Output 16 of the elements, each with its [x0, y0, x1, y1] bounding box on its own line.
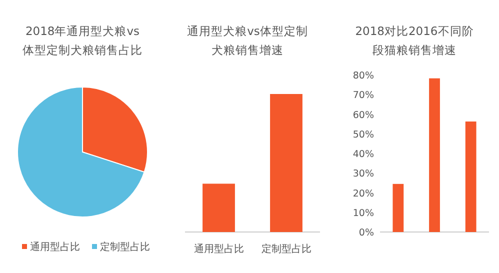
y-tick-label: 10% — [352, 208, 374, 219]
chart-title: 2018年通用型犬粮vs体型定制犬粮销售占比 — [22, 23, 144, 59]
chart-title: 2018对比2016不同阶段猫粮销售增速 — [354, 23, 475, 59]
y-tick-label: 80% — [352, 70, 374, 82]
y-tick-label: 20% — [352, 188, 374, 200]
y-tick-label: 30% — [352, 168, 374, 180]
bar — [465, 122, 476, 232]
pie-slice — [17, 86, 145, 218]
y-tick-label: 50% — [352, 129, 374, 140]
bar — [392, 184, 404, 232]
y-tick-label: 70% — [352, 90, 374, 102]
y-tick-label: 40% — [352, 149, 374, 160]
y-tick-label: 60% — [352, 110, 374, 121]
bar — [429, 78, 440, 232]
chart-title: 通用型犬粮vs体型定制犬粮销售增速 — [186, 23, 309, 59]
y-tick-label: 0% — [358, 228, 374, 238]
